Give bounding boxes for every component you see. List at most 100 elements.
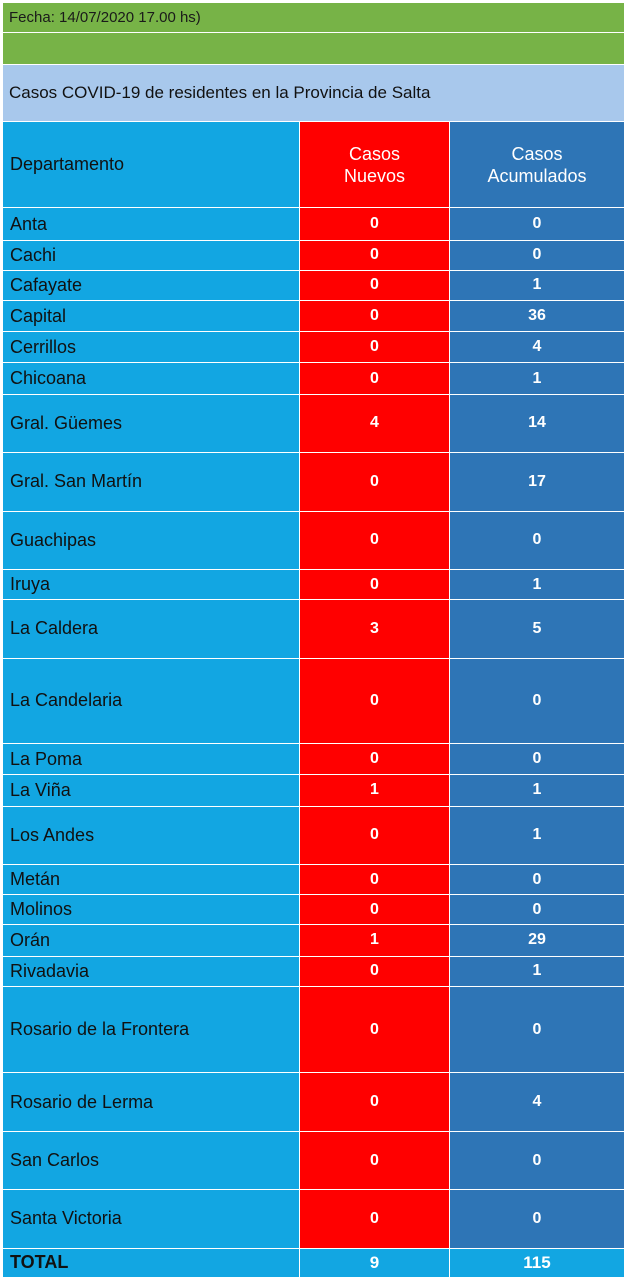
cell-casos-acumulados: 0 <box>448 894 626 926</box>
cell-casos-nuevos: 0 <box>299 331 450 364</box>
column-header-casos-nuevos-line2: Nuevos <box>343 165 406 186</box>
cell-casos-nuevos: 0 <box>299 300 450 333</box>
table-row: San Carlos 0 0 <box>2 1130 626 1191</box>
cell-casos-acumulados: 4 <box>448 1072 626 1132</box>
cell-casos-nuevos: 0 <box>299 362 450 395</box>
table-row: Metán 0 0 <box>2 863 626 896</box>
cell-casos-nuevos: 4 <box>299 393 450 454</box>
table-row: Rosario de la Frontera 0 0 <box>2 985 626 1074</box>
cell-departamento: Iruya <box>2 568 300 601</box>
cell-departamento: La Viña <box>2 774 300 807</box>
cell-casos-acumulados: 0 <box>448 1130 626 1191</box>
cell-casos-acumulados: 1 <box>448 362 626 395</box>
title-row: Casos COVID-19 de residentes en la Provi… <box>1 64 626 122</box>
table-row: Chicoana 0 1 <box>2 362 626 395</box>
cell-casos-nuevos: 0 <box>299 207 450 241</box>
table-row: Anta 0 0 <box>2 207 626 241</box>
table-row: Guachipas 0 0 <box>2 510 626 570</box>
table-row: Rivadavia 0 1 <box>2 955 626 987</box>
column-header-casos-acumulados: Casos Acumulados <box>448 120 626 209</box>
cell-casos-acumulados: 0 <box>448 657 626 745</box>
cell-casos-acumulados: 1 <box>448 568 626 601</box>
table-row: Gral. San Martín 0 17 <box>2 452 626 512</box>
total-casos-nuevos: 9 <box>299 1247 450 1279</box>
cell-departamento: Santa Victoria <box>2 1189 300 1249</box>
cell-casos-nuevos: 0 <box>299 955 450 987</box>
cell-casos-nuevos: 0 <box>299 239 450 271</box>
column-header-casos-nuevos-line1: Casos <box>348 143 401 164</box>
column-header-casos-nuevos: Casos Nuevos <box>299 120 450 209</box>
cell-casos-acumulados: 0 <box>448 743 626 776</box>
cell-departamento: Guachipas <box>2 510 300 570</box>
table-row: Rosario de Lerma 0 4 <box>2 1072 626 1132</box>
cell-casos-acumulados: 0 <box>448 985 626 1074</box>
cell-departamento: Cafayate <box>2 269 300 302</box>
table-row: Cachi 0 0 <box>2 239 626 271</box>
cell-casos-nuevos: 3 <box>299 599 450 659</box>
cell-departamento: Metán <box>2 863 300 896</box>
table-title: Casos COVID-19 de residentes en la Provi… <box>1 64 626 122</box>
cell-casos-nuevos: 0 <box>299 985 450 1074</box>
table-row: La Candelaria 0 0 <box>2 657 626 745</box>
cell-casos-nuevos: 0 <box>299 1189 450 1249</box>
cell-departamento: Capital <box>2 300 300 333</box>
column-header-departamento: Departamento <box>2 120 300 209</box>
cell-casos-nuevos: 0 <box>299 269 450 302</box>
table-row: Iruya 0 1 <box>2 568 626 601</box>
cell-casos-nuevos: 0 <box>299 894 450 926</box>
cell-casos-nuevos: 0 <box>299 743 450 776</box>
cell-casos-nuevos: 0 <box>299 805 450 865</box>
cell-departamento: Rosario de la Frontera <box>2 985 300 1074</box>
cell-casos-acumulados: 29 <box>448 924 626 957</box>
cell-casos-nuevos: 0 <box>299 510 450 570</box>
cell-casos-acumulados: 36 <box>448 300 626 333</box>
total-casos-acumulados: 115 <box>448 1247 626 1279</box>
cell-departamento: Cerrillos <box>2 331 300 364</box>
cell-departamento: Orán <box>2 924 300 957</box>
cell-casos-acumulados: 0 <box>448 510 626 570</box>
cell-departamento: Gral. San Martín <box>2 452 300 512</box>
green-band <box>1 32 626 66</box>
cell-casos-acumulados: 5 <box>448 599 626 659</box>
table-row: Orán 1 29 <box>2 924 626 957</box>
cell-casos-nuevos: 1 <box>299 774 450 807</box>
date-row: Fecha: 14/07/2020 17.00 hs) <box>1 1 626 34</box>
table-row: Molinos 0 0 <box>2 894 626 926</box>
cell-departamento: Los Andes <box>2 805 300 865</box>
cell-departamento: La Caldera <box>2 599 300 659</box>
cell-departamento: Rivadavia <box>2 955 300 987</box>
cell-departamento: Gral. Güemes <box>2 393 300 454</box>
cell-casos-acumulados: 14 <box>448 393 626 454</box>
cell-casos-acumulados: 0 <box>448 1189 626 1249</box>
column-header-casos-acumulados-line1: Casos <box>511 143 563 164</box>
cell-casos-nuevos: 0 <box>299 863 450 896</box>
table-row: Cafayate 0 1 <box>2 269 626 302</box>
cell-departamento: Anta <box>2 207 300 241</box>
cell-casos-acumulados: 0 <box>448 863 626 896</box>
cell-casos-acumulados: 1 <box>448 955 626 987</box>
cell-casos-acumulados: 4 <box>448 331 626 364</box>
cell-casos-acumulados: 17 <box>448 452 626 512</box>
cell-departamento: Cachi <box>2 239 300 271</box>
cell-casos-nuevos: 0 <box>299 568 450 601</box>
cell-casos-acumulados: 0 <box>448 207 626 241</box>
cell-casos-acumulados: 1 <box>448 774 626 807</box>
cell-casos-nuevos: 1 <box>299 924 450 957</box>
cell-departamento: Molinos <box>2 894 300 926</box>
table-row: Los Andes 0 1 <box>2 805 626 865</box>
table-row: Cerrillos 0 4 <box>2 331 626 364</box>
table-row: Capital 0 36 <box>2 300 626 333</box>
date-label: Fecha: 14/07/2020 17.00 hs) <box>1 1 626 34</box>
total-row: TOTAL 9 115 <box>2 1247 626 1279</box>
cell-departamento: Chicoana <box>2 362 300 395</box>
table-row: La Poma 0 0 <box>2 743 626 776</box>
cell-departamento: La Candelaria <box>2 657 300 745</box>
cell-casos-nuevos: 0 <box>299 452 450 512</box>
table-row: Santa Victoria 0 0 <box>2 1189 626 1249</box>
table-row: Gral. Güemes 4 14 <box>2 393 626 454</box>
cell-departamento: La Poma <box>2 743 300 776</box>
cell-casos-acumulados: 0 <box>448 239 626 271</box>
column-header-row: Departamento Casos Nuevos Casos Acumulad… <box>2 120 626 209</box>
total-label: TOTAL <box>2 1247 300 1279</box>
